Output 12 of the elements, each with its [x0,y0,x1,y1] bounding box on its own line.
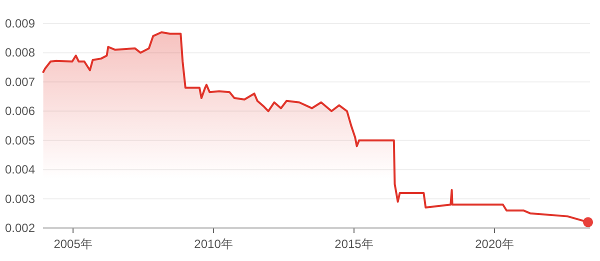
y-tick-label: 0.004 [4,162,36,177]
x-tick-label: 2020年 [475,237,514,251]
y-tick-label: 0.003 [4,192,36,206]
y-tick-label: 0.008 [4,46,36,60]
x-tick-label: 2010年 [194,237,233,251]
y-tick-label: 0.009 [4,16,36,30]
y-tick-label: 0.007 [4,74,36,89]
y-tick-label: 0.002 [4,221,36,235]
y-tick-label: 0.006 [4,104,36,118]
x-tick-label: 2015年 [334,237,374,251]
y-tick-label: 0.005 [4,133,36,148]
x-tick-label: 2005年 [54,237,92,251]
